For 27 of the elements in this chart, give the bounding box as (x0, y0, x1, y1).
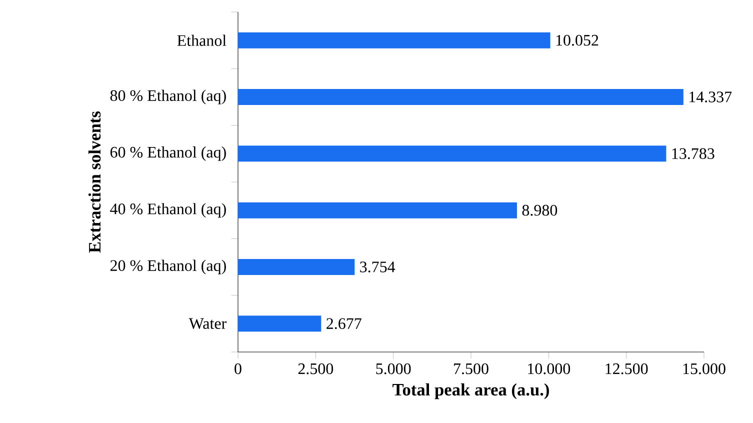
bar (238, 258, 355, 275)
data-label: 14.337 (690, 92, 732, 102)
x-tick-label: 7.500 (454, 363, 488, 374)
x-tick-label: 5.000 (376, 363, 411, 374)
bar (238, 202, 517, 218)
bar (238, 32, 550, 48)
y-tick-label: 80 % Ethanol (aq) (110, 90, 226, 104)
data-label: 2.677 (326, 318, 362, 330)
x-tick-label: 0 (234, 363, 242, 374)
x-tick-label: 2.500 (298, 363, 334, 374)
data-label: 8.980 (522, 204, 558, 216)
x-tick-label: 12.500 (606, 363, 648, 374)
x-tick-label: 15.000 (683, 363, 726, 374)
bar (238, 146, 666, 162)
y-tick-label: Water (188, 318, 226, 330)
data-label: 10.052 (556, 34, 598, 46)
x-axis-title: Total peak area (a.u.) (392, 383, 549, 400)
bar (238, 88, 684, 105)
data-label: 3.754 (360, 262, 396, 272)
y-axis-title: Extraction solvents (88, 111, 101, 253)
y-tick-label: 20 % Ethanol (aq) (110, 260, 226, 274)
y-tick-label: Ethanol (177, 34, 226, 46)
y-tick-label: 40 % Ethanol (aq) (110, 203, 226, 218)
x-tick-label: 10.000 (528, 363, 570, 374)
y-tick-label: 60 % Ethanol (aq) (110, 146, 226, 161)
bar (238, 316, 322, 332)
data-label: 13.783 (672, 148, 714, 160)
